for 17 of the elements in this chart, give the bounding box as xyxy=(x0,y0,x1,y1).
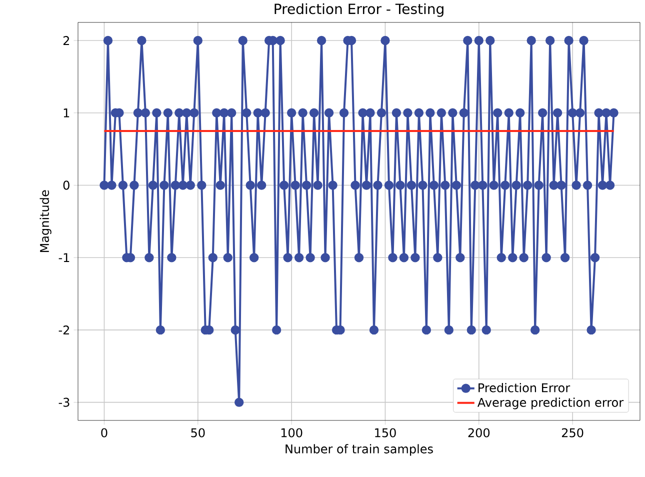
y-tick-label: 2 xyxy=(63,36,69,45)
x-tick-label: 50 xyxy=(191,428,205,438)
chart-title: Prediction Error - Testing xyxy=(274,3,444,17)
y-tick-label: -2 xyxy=(58,325,69,334)
x-tick-label: 200 xyxy=(468,428,490,438)
x-tick-label: 250 xyxy=(562,428,584,438)
x-tick-label: 100 xyxy=(281,428,302,438)
legend-label: Average prediction error xyxy=(477,397,624,410)
x-axis-title: Number of train samples xyxy=(286,444,433,456)
y-tick-label: -3 xyxy=(58,398,70,407)
y-tick-label: -1 xyxy=(58,253,70,262)
x-tick-label: 0 xyxy=(101,428,108,438)
y-tick-label: 1 xyxy=(64,108,70,118)
legend-label: Prediction Error xyxy=(478,382,570,392)
y-axis-title: Magnitude xyxy=(40,190,52,252)
x-tick-label: 150 xyxy=(375,428,396,438)
y-tick-label: 0 xyxy=(63,180,70,190)
